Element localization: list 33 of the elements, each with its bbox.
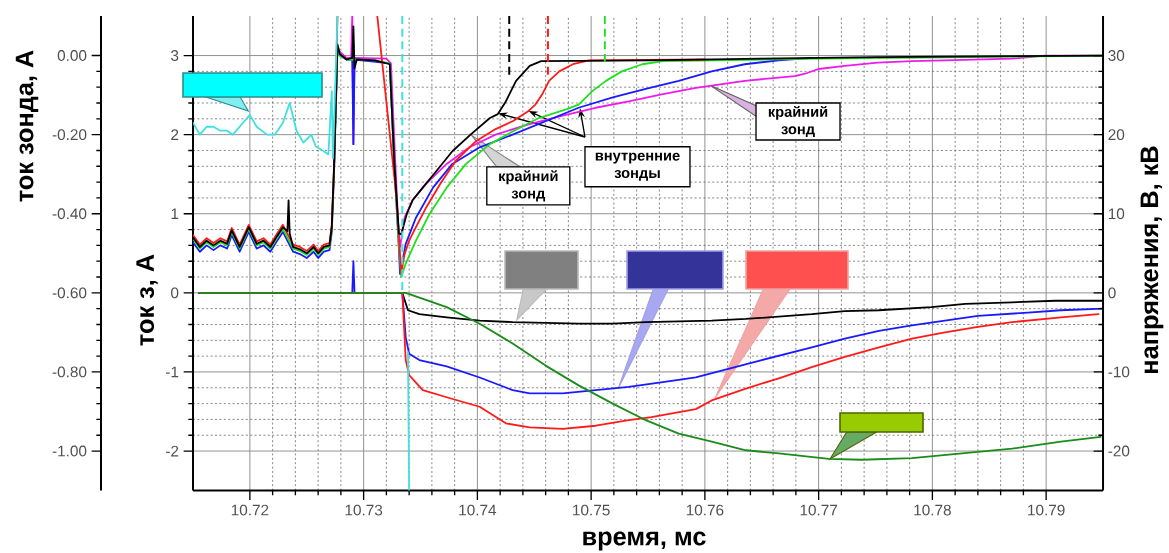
x-tick-label: 10.72: [231, 504, 269, 516]
y2-axis-title: напряжения, В, кВ: [1140, 146, 1164, 373]
y-tick-label: 2: [171, 129, 179, 140]
x-tick-label: 10.75: [573, 504, 610, 516]
x-axis-title: время, мс: [583, 531, 706, 551]
y-tick-label: 0: [171, 287, 179, 299]
y3-axis-title: ток зонда, А: [15, 50, 39, 202]
y3-tick-label: -1.00: [52, 445, 87, 457]
x-tick-label: 10.77: [800, 504, 838, 516]
y2-tick-label: -10: [1108, 366, 1130, 378]
y2-tick-label: 30: [1108, 50, 1125, 61]
annotation: внутренние зонды: [595, 152, 680, 181]
y-axis-title: ток з, А: [136, 254, 158, 346]
x-tick-label: 10.79: [1028, 504, 1065, 516]
y3-tick-label: -0.80: [52, 366, 87, 378]
x-tick-label: 10.73: [345, 504, 383, 516]
y3-tick-label: -0.60: [52, 287, 87, 299]
x-tick-label: 10.74: [459, 504, 497, 516]
y3-tick-label: 0.00: [57, 50, 87, 61]
y-tick-label: -2: [166, 445, 179, 457]
y2-tick-label: 10: [1108, 208, 1125, 220]
annotation: крайний зонд: [768, 105, 828, 138]
y3-tick-label: -0.40: [52, 208, 87, 220]
x-tick-label: 10.76: [686, 504, 724, 516]
y2-tick-label: -20: [1108, 445, 1130, 457]
y-tick-label: 1: [171, 208, 179, 220]
y-tick-label: -1: [166, 366, 179, 378]
y-tick-label: 3: [171, 50, 179, 61]
y3-tick-label: -0.20: [52, 129, 87, 141]
annotation: крайний зонд: [499, 170, 558, 202]
x-tick-label: 10.78: [914, 504, 951, 516]
y2-tick-label: 0: [1108, 287, 1116, 299]
y2-tick-label: 20: [1108, 129, 1125, 141]
